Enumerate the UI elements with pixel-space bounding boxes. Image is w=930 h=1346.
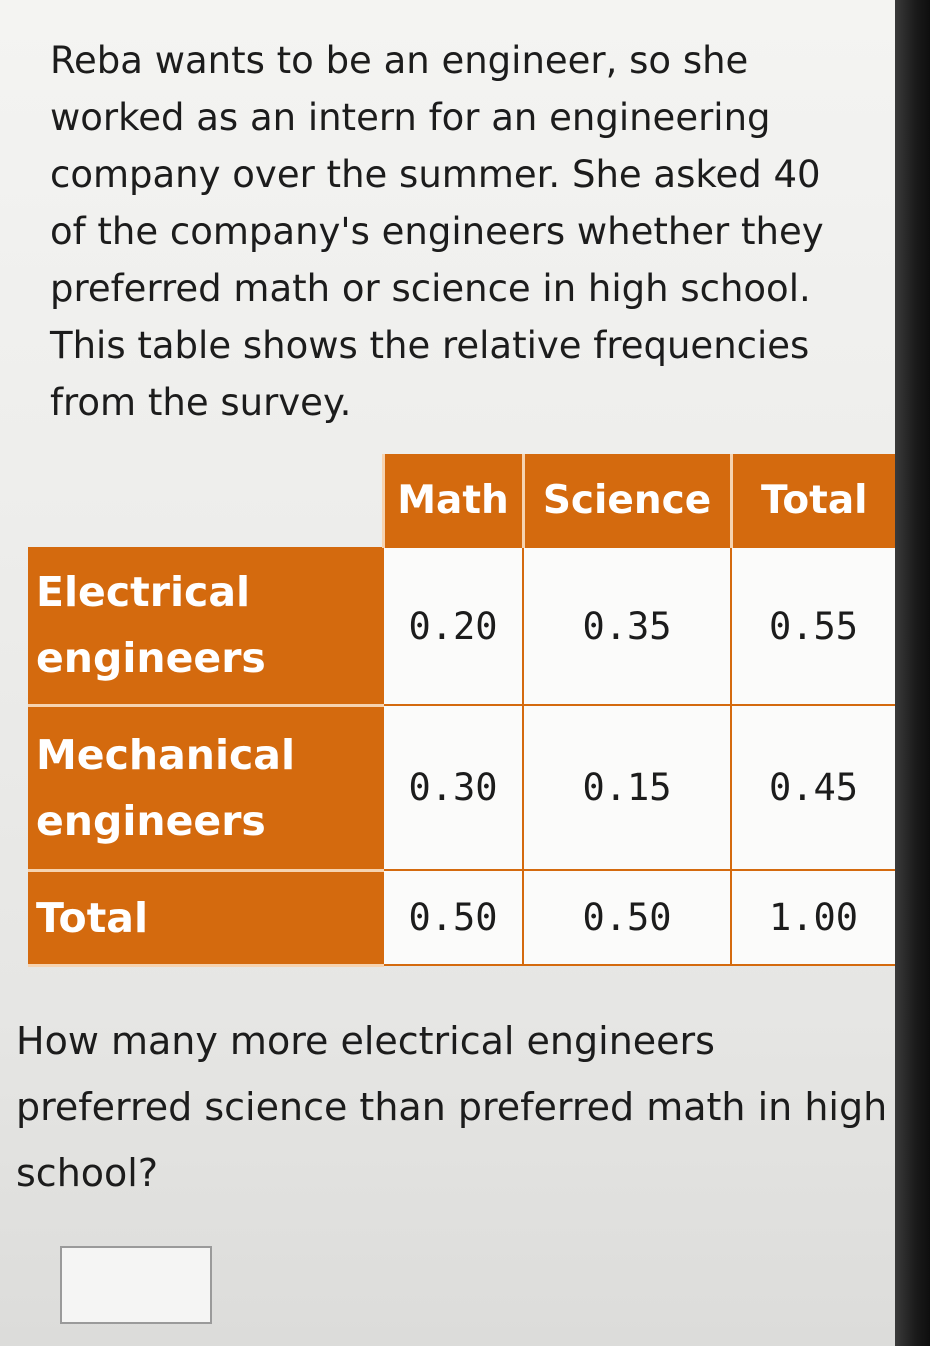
column-header-science: Science <box>521 454 731 547</box>
table-row: Total 0.50 0.50 1.00 <box>28 869 897 967</box>
table-cell: 0.55 <box>730 546 897 706</box>
table-cell: 0.20 <box>382 546 524 706</box>
screen: Reba wants to be an engineer, so she wor… <box>0 0 897 1346</box>
table-corner <box>28 454 383 547</box>
row-header-electrical: Electrical engineers <box>28 547 383 707</box>
row-header-total: Total <box>28 870 383 967</box>
device-bezel <box>895 0 930 1346</box>
relative-frequency-table: Math Science Total Electrical engineers … <box>28 454 897 967</box>
table-row: Mechanical engineers 0.30 0.15 0.45 <box>28 704 897 872</box>
table-cell: 1.00 <box>730 869 897 966</box>
table-cell: 0.50 <box>382 869 524 966</box>
row-header-mechanical: Mechanical engineers <box>28 705 383 872</box>
column-header-math: Math <box>381 454 523 547</box>
table-cell: 0.15 <box>522 704 732 871</box>
question-text: How many more electrical engineers prefe… <box>16 1019 888 1195</box>
table-cell: 0.30 <box>382 704 524 871</box>
column-header-total: Total <box>729 454 896 547</box>
problem-intro: Reba wants to be an engineer, so she wor… <box>50 39 824 424</box>
table-cell: 0.50 <box>522 869 732 966</box>
table-cell: 0.35 <box>522 546 732 706</box>
table-row: Electrical engineers 0.20 0.35 0.55 <box>28 546 897 707</box>
table-header-row: Math Science Total <box>28 454 896 547</box>
table-cell: 0.45 <box>730 704 897 871</box>
answer-input-box[interactable] <box>60 1246 212 1324</box>
